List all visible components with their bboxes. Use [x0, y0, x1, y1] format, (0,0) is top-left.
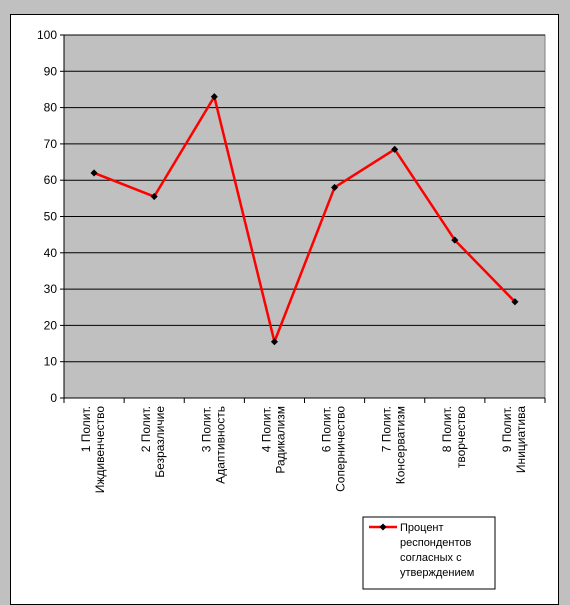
data-point — [511, 298, 519, 306]
y-tick-label: 70 — [44, 137, 58, 151]
x-tick-label: 2 Полит. Безразличие — [139, 406, 167, 478]
y-tick-label: 30 — [44, 282, 58, 296]
x-tick-label-line: 2 Полит. — [139, 406, 153, 452]
y-tick-label: 10 — [44, 355, 58, 369]
x-tick-label-line: Консерватизм — [394, 406, 408, 484]
x-tick-label: 8 Полит. творчество — [440, 406, 468, 468]
x-tick-label-line: Адаптивность — [213, 406, 227, 484]
y-tick-label: 0 — [50, 391, 57, 405]
y-tick-label: 60 — [44, 173, 58, 187]
y-tick-label: 90 — [44, 64, 58, 78]
data-point — [270, 338, 278, 346]
data-point — [391, 145, 399, 153]
x-tick-label-line: 9 Полит. — [500, 406, 514, 452]
series-layer — [90, 93, 519, 346]
data-point — [150, 192, 158, 201]
series-line — [93, 95, 516, 343]
chart-frame: 0 10 20 30 40 50 60 70 80 90 100 1 Полит. Иждивенче… — [10, 14, 559, 605]
x-tick-label-line: 7 Полит. — [380, 406, 394, 452]
x-tick-label-line: творчество — [454, 406, 468, 468]
data-point — [210, 93, 218, 101]
x-tick-label-line: 3 Полит. — [199, 406, 213, 452]
legend-label-line: согласных с — [400, 552, 462, 564]
data-point — [90, 169, 98, 177]
x-tick-label-line: 1 Полит. — [79, 406, 93, 452]
line-chart: 0 10 20 30 40 50 60 70 80 90 100 1 Полит. Иждивенче… — [37, 28, 546, 590]
x-tick-label-line: 4 Полит. — [259, 406, 273, 452]
data-point — [331, 183, 339, 191]
x-tick-label-line: 8 Полит. — [440, 406, 454, 452]
y-tick-label: 20 — [44, 318, 58, 332]
legend-label-line: респондентов — [400, 537, 472, 549]
x-tick-label-line: Радикализм — [273, 406, 287, 474]
x-axis: 1 Полит. Иждивенчество 2 Полит. Безразличие… — [63, 397, 546, 494]
x-tick-label-line: Иждивенчество — [93, 406, 107, 494]
legend-box — [362, 516, 496, 590]
y-axis: 0 10 20 30 40 50 60 70 80 90 100 — [37, 28, 65, 405]
legend-marker-swatch — [379, 523, 387, 531]
y-tick-label: 100 — [37, 28, 57, 42]
x-tick-label-line: Инициатива — [514, 406, 528, 473]
x-tick-label: 9 Полит. Инициатива — [500, 406, 528, 473]
x-tick-label-line: Соперничество — [334, 406, 348, 492]
data-point — [451, 236, 459, 244]
legend: Процент респондентов согласных с утверждени… — [362, 516, 496, 590]
y-tick-label: 80 — [44, 101, 58, 115]
x-tick-label-line: Безразличие — [153, 406, 167, 478]
x-tick-label: 6 Полит. Соперничество — [320, 406, 348, 492]
legend-label-line: утверждением — [400, 567, 474, 579]
x-tick-label: 4 Полит. Радикализм — [259, 406, 287, 474]
legend-label-line: Процент — [400, 522, 444, 534]
x-tick-label-line: 6 Полит. — [320, 406, 334, 452]
y-tick-label: 40 — [44, 246, 58, 260]
x-tick-label: 1 Полит. Иждивенчество — [79, 406, 107, 494]
y-tick-label: 50 — [44, 210, 58, 224]
x-tick-label: 3 Полит. Адаптивность — [199, 406, 227, 484]
x-tick-label: 7 Полит. Консерватизм — [380, 406, 408, 484]
